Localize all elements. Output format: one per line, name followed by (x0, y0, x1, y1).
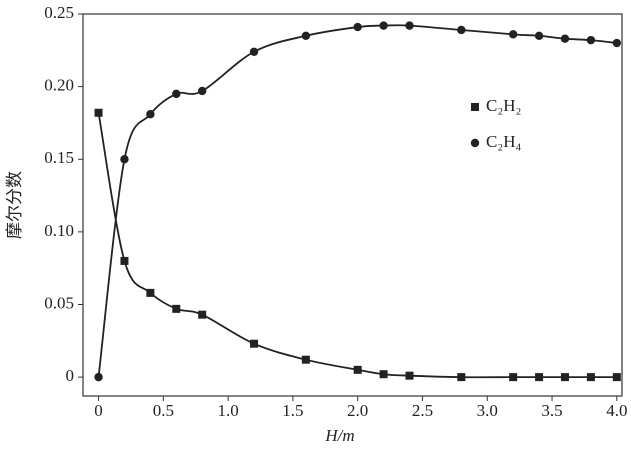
y-tick-label: 0.10 (44, 221, 74, 240)
point (586, 35, 596, 45)
point (457, 373, 466, 382)
y-axis-label: 摩尔分数 (5, 171, 24, 239)
x-tick-label: 4.0 (606, 401, 627, 420)
fit-line (97, 112, 617, 379)
x-tick-label: 1.0 (217, 401, 238, 420)
point (560, 34, 570, 43)
point (353, 365, 362, 374)
point (560, 373, 569, 382)
point (301, 31, 311, 40)
point (405, 21, 414, 30)
point (612, 38, 622, 48)
y-tick-label: 0 (66, 366, 75, 385)
point (146, 288, 155, 297)
x-tick-label: 1.5 (282, 401, 303, 420)
point (198, 310, 207, 319)
point (379, 370, 388, 379)
point (508, 30, 518, 39)
point (534, 31, 544, 40)
point (353, 22, 362, 32)
legend-marker (470, 138, 480, 148)
point (120, 155, 129, 164)
point (172, 89, 181, 99)
point (535, 373, 544, 382)
point (94, 108, 103, 117)
x-tick-label: 3.5 (541, 401, 562, 420)
point (301, 355, 310, 364)
plot-frame (82, 13, 623, 397)
x-tick-label: 0.5 (153, 401, 174, 420)
legend-label: C₂H₄ (486, 132, 522, 151)
y-tick-label: 0.25 (44, 3, 74, 22)
point (146, 110, 155, 119)
y-tick-label: 0.05 (44, 293, 74, 312)
point (249, 47, 259, 56)
point (198, 86, 207, 96)
y-tick-label: 0.15 (44, 148, 74, 167)
point (172, 304, 181, 313)
point (509, 373, 518, 382)
point (379, 21, 388, 30)
point (457, 25, 466, 35)
x-tick-label: 3.0 (477, 401, 498, 420)
legend-label: C₂H₂ (486, 96, 521, 115)
x-tick-label: 2.5 (412, 401, 433, 420)
legend-marker (471, 103, 479, 111)
point (586, 373, 595, 382)
x-tick-label: 0 (94, 401, 103, 420)
point (120, 256, 129, 265)
point (250, 339, 259, 348)
x-tick-label: 2.0 (347, 401, 368, 420)
y-tick-label: 0.20 (44, 76, 74, 95)
point (405, 371, 414, 380)
x-axis-label: H/m (324, 426, 354, 445)
point (94, 372, 103, 382)
fit-line (97, 24, 617, 378)
point (612, 373, 621, 382)
